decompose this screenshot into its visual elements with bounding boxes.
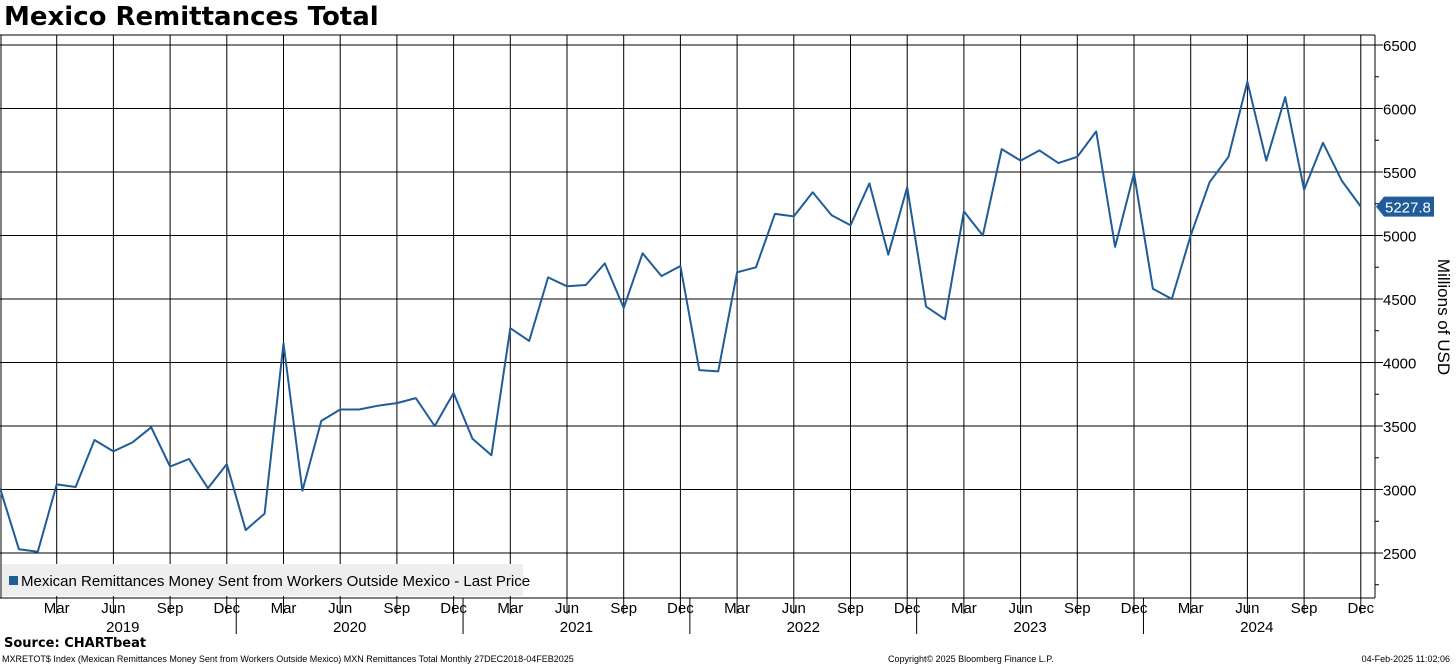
x-tick-label: Mar (44, 600, 70, 617)
x-tick-label: Jun (1235, 600, 1259, 617)
y-tick-label: 6500 (1383, 38, 1416, 55)
chart-title: Mexico Remittances Total (4, 2, 379, 32)
x-tick-label: Mar (724, 600, 750, 617)
legend: Mexican Remittances Money Sent from Work… (2, 564, 530, 596)
x-tick-label: Dec (894, 600, 921, 617)
x-tick-label: Mar (497, 600, 523, 617)
x-tick-label: Mar (951, 600, 977, 617)
x-tick-label: Dec (1347, 600, 1374, 617)
x-tick-label: Sep (1291, 600, 1318, 617)
year-label: 2022 (787, 619, 820, 636)
series-group (0, 80, 1362, 553)
y-axis-label: Millions of USD (1434, 259, 1453, 375)
footer-copyright: Copyright© 2025 Bloomberg Finance L.P. (888, 654, 1054, 664)
last-value-badge (1376, 196, 1434, 217)
series-line (0, 80, 1362, 553)
footer-timestamp: 04-Feb-2025 11:02:06 (1361, 654, 1450, 664)
x-tick-label: Jun (555, 600, 579, 617)
x-tick-label: Sep (157, 600, 184, 617)
x-tick-label: Sep (384, 600, 411, 617)
x-tick-label: Sep (837, 600, 864, 617)
x-tick-label: Jun (328, 600, 352, 617)
x-tick-label: Mar (271, 600, 297, 617)
year-label: 2023 (1013, 619, 1046, 636)
y-tick-label: 2500 (1383, 546, 1416, 563)
y-tick-label: 4000 (1383, 356, 1416, 373)
y-tick-label: 3500 (1383, 419, 1416, 436)
horizontal-gridlines (0, 44, 1375, 554)
x-tick-label: Dec (667, 600, 694, 617)
legend-background (2, 564, 523, 596)
y-tick-label: 6000 (1383, 102, 1416, 119)
x-tick-label: Mar (1178, 600, 1204, 617)
vertical-gridlines (0, 35, 1362, 598)
legend-swatch (9, 576, 18, 585)
x-tick-label: Jun (101, 600, 125, 617)
last-value-marker: 5227.8 (1376, 196, 1434, 217)
year-label: 2024 (1240, 619, 1273, 636)
x-tick-label: Jun (782, 600, 806, 617)
x-tick-label: Dec (213, 600, 240, 617)
year-label: 2021 (560, 619, 593, 636)
legend-label: Mexican Remittances Money Sent from Work… (21, 573, 530, 590)
x-tick-label: Dec (440, 600, 467, 617)
last-value-label: 5227.8 (1385, 200, 1431, 217)
source-note: Source: CHARTbeat (4, 636, 147, 651)
y-tick-label: 4500 (1383, 292, 1416, 309)
footer-description: MXRETOT$ Index (Mexican Remittances Mone… (2, 654, 574, 664)
y-axis-ticks: 2500 3000 3500 4000 4500 5000 5500 6000 6500 (1375, 38, 1416, 586)
x-tick-label: Dec (1121, 600, 1148, 617)
x-axis-ticks: Mar Jun Sep Dec Mar Jun Sep Dec Mar Jun Sep Dec Mar J… (44, 598, 1375, 636)
x-tick-label: Sep (610, 600, 637, 617)
y-tick-label: 5500 (1383, 165, 1416, 182)
year-label: 2020 (333, 619, 366, 636)
x-tick-label: Sep (1064, 600, 1091, 617)
x-tick-label: Jun (1009, 600, 1033, 617)
y-tick-label: 5000 (1383, 229, 1416, 246)
year-label: 2019 (106, 619, 139, 636)
y-tick-label: 3000 (1383, 483, 1416, 500)
